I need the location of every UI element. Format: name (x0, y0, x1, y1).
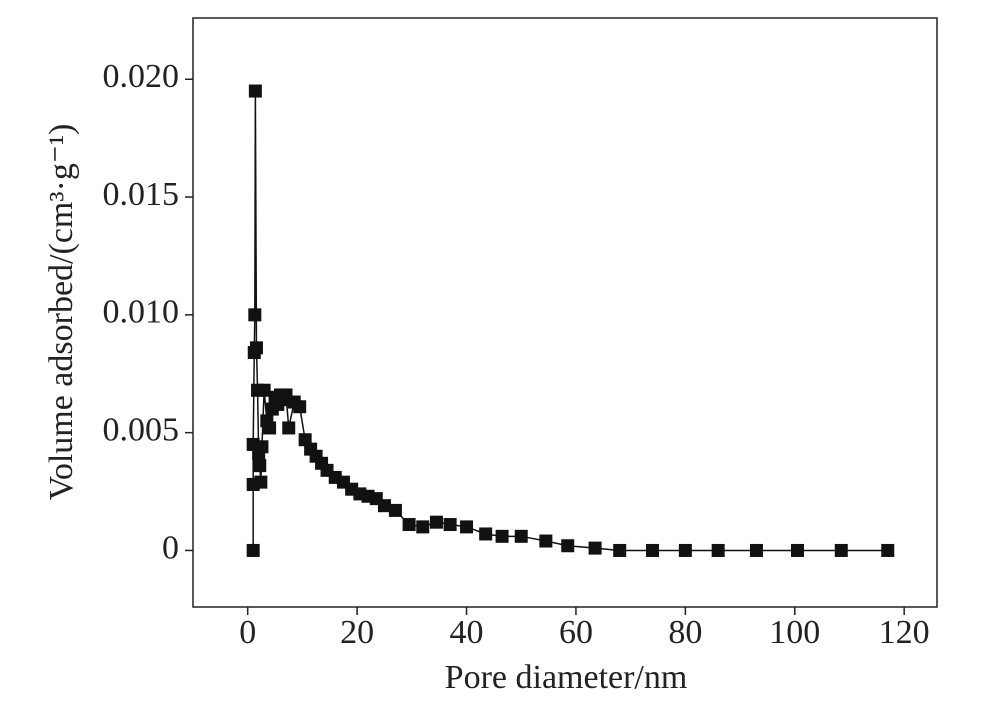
plot-frame (192, 17, 938, 608)
y-tick-label: 0.010 (103, 294, 180, 331)
data-point (248, 308, 262, 322)
data-point (249, 341, 263, 355)
y-axis-label: Volume adsorbed/(cm³·g⁻¹) (43, 124, 80, 501)
data-point (257, 383, 271, 397)
data-point (460, 520, 474, 534)
data-point (479, 527, 493, 541)
data-point (429, 515, 443, 529)
data-point (443, 518, 457, 532)
y-tick-label: 0.020 (103, 58, 180, 95)
data-point (678, 543, 692, 557)
y-tick-label: 0.015 (103, 176, 180, 213)
data-point (646, 543, 660, 557)
data-point (293, 400, 307, 414)
data-point (881, 543, 895, 557)
x-tick-label: 40 (450, 614, 484, 651)
data-point (254, 475, 268, 489)
x-tick-label: 0 (239, 614, 256, 651)
x-axis-label: Pore diameter/nm (445, 659, 688, 696)
data-point (416, 520, 430, 534)
data-point (495, 529, 509, 543)
x-tick-label: 100 (769, 614, 820, 651)
y-tick-label: 0 (162, 529, 179, 566)
data-point (248, 84, 262, 98)
data-point (613, 543, 627, 557)
x-tick-label: 60 (559, 614, 593, 651)
data-point (263, 421, 277, 435)
y-tick-label: 0.005 (103, 411, 180, 448)
data-point (388, 503, 402, 517)
data-point (539, 534, 553, 548)
data-point (711, 543, 725, 557)
data-point (834, 543, 848, 557)
data-point (588, 541, 602, 555)
data-point (377, 499, 391, 513)
data-point (282, 421, 296, 435)
data-point (253, 459, 267, 473)
data-point (791, 543, 804, 557)
data-point (246, 543, 260, 557)
x-tick-label: 120 (879, 614, 930, 651)
data-point (749, 543, 763, 557)
data-point (255, 440, 269, 454)
data-point (561, 539, 575, 553)
data-point (514, 529, 528, 543)
data-point (402, 518, 416, 532)
x-tick-label: 20 (340, 614, 374, 651)
x-tick-label: 80 (668, 614, 702, 651)
